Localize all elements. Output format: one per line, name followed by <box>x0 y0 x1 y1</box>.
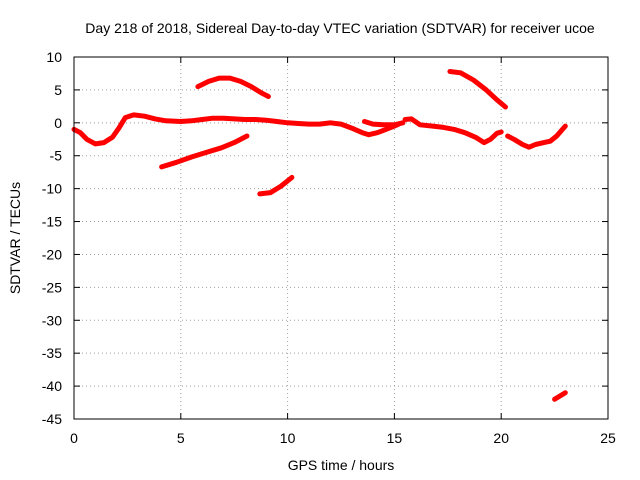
series-line-6 <box>195 75 271 99</box>
series-line-7 <box>257 174 295 197</box>
series-line-8 <box>447 69 508 110</box>
x-tick-label: 10 <box>280 430 296 446</box>
x-tick-label: 25 <box>600 430 616 446</box>
y-tick-label: 5 <box>54 82 62 98</box>
plot-frame <box>73 56 609 420</box>
series-line-1 <box>71 112 402 147</box>
series-line-2 <box>402 116 504 146</box>
y-tick-label: -40 <box>42 378 62 394</box>
x-tick-labels: 0 5 10 15 20 25 <box>70 430 616 446</box>
axis-ticks <box>73 56 609 420</box>
y-tick-labels: 10 5 0 -5 -10 -15 -20 -25 -30 -35 -40 -45 <box>42 49 62 427</box>
x-tick-label: 0 <box>70 430 78 446</box>
y-axis-title: SDTVAR / TECUs <box>7 182 23 294</box>
y-tick-label: -25 <box>42 279 62 295</box>
x-tick-label: 20 <box>493 430 509 446</box>
y-tick-label: 10 <box>46 49 62 65</box>
series-line-4 <box>505 123 568 150</box>
y-tick-label: 0 <box>54 115 62 131</box>
y-tick-label: -35 <box>42 345 62 361</box>
y-tick-label: -45 <box>42 411 62 427</box>
series-line-5 <box>159 133 250 170</box>
x-tick-label: 15 <box>387 430 403 446</box>
series-line-9 <box>552 390 568 402</box>
series-group <box>71 69 568 402</box>
series-line-3 <box>362 119 406 128</box>
y-tick-label: -15 <box>42 214 62 230</box>
y-tick-label: -20 <box>42 246 62 262</box>
y-tick-label: -10 <box>42 181 62 197</box>
grid <box>74 57 608 419</box>
y-tick-label: -5 <box>50 148 63 164</box>
x-tick-label: 5 <box>177 430 185 446</box>
y-tick-label: -30 <box>42 312 62 328</box>
x-axis-title: GPS time / hours <box>288 457 395 473</box>
chart-title: Day 218 of 2018, Sidereal Day-to-day VTE… <box>85 20 595 36</box>
